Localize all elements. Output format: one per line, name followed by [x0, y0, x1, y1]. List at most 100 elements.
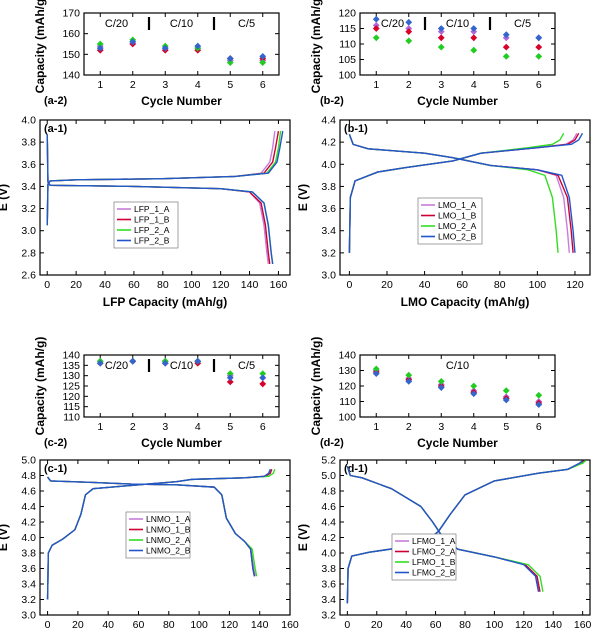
y-tick-label: 130 [62, 370, 80, 382]
panel-d2: 1 2 3 4 5 6 100 110 120 130 140 Cycle Number Capacit… [309, 337, 556, 450]
panel-tag: (d-2) [320, 437, 344, 449]
y-tick-label: 4.4 [321, 517, 336, 529]
marker-LFMO_2_B [405, 377, 413, 385]
x-tick-label: 120 [515, 619, 533, 631]
x-tick-label: 40 [400, 619, 412, 631]
y-tick-label: 3.4 [21, 181, 36, 193]
x-axis-label: Cycle Number [141, 94, 222, 108]
y-tick-label: 140 [62, 350, 80, 362]
legend-label: LFMO_2_B [412, 568, 456, 578]
y-tick-label: 120 [62, 391, 80, 403]
x-tick-label: 0 [44, 279, 50, 291]
y-tick-label: 3.6 [21, 563, 36, 575]
y-axis-label: E (V) [0, 524, 10, 551]
marker-LMO_2_A [502, 53, 510, 60]
plot-area [372, 365, 543, 408]
panel-b1: 0 20 40 60 80 100 120 3.0 3.2 3.4 3.6 3.8 4.0 4.2 4.4 L… [296, 115, 591, 309]
marker-LNMO_1_B [226, 378, 234, 386]
y-tick-label: 3.2 [21, 594, 36, 606]
x-tick-label: 80 [157, 279, 169, 291]
marker-LNMO_2_A [259, 370, 267, 377]
legend-label: LNMO_2_A [146, 535, 191, 545]
plot-area [372, 15, 543, 60]
plot-area [46, 130, 284, 265]
x-tick-label: 80 [163, 619, 175, 631]
y-tick-label: 115 [339, 23, 356, 35]
rate-label: C/20 [381, 18, 404, 30]
x-tick-label: 100 [529, 279, 547, 291]
plot-frame [339, 119, 591, 276]
y-tick-label: 3.0 [21, 610, 36, 622]
marker-LMO_2_B [470, 25, 478, 32]
x-tick-label: 120 [212, 279, 230, 291]
marker-LFMO_1_B [502, 387, 510, 395]
y-tick-label: 3.4 [321, 225, 336, 237]
x-tick-label: 160 [574, 619, 591, 631]
x-tick-label: 20 [381, 279, 393, 291]
plot-area [46, 469, 276, 600]
y-tick-label: 120 [338, 8, 356, 20]
x-tick-label: 100 [486, 619, 504, 631]
x-tick-label: 1 [97, 79, 103, 91]
y-tick-label: 3.8 [321, 563, 336, 575]
marker-LMO_1_B [372, 25, 380, 32]
marker-LMO_2_A [470, 46, 478, 54]
marker-LFMO_1_B [470, 382, 478, 390]
legend-label: LNMO_1_A [146, 514, 191, 524]
x-tick-label: 120 [566, 279, 584, 291]
legend-label: LFP_1_B [134, 215, 170, 225]
x-tick-label: 5 [227, 421, 233, 433]
y-tick-label: 2.8 [21, 247, 36, 259]
plot-area [348, 132, 584, 253]
marker-LFP_2_B [259, 53, 267, 60]
x-tick-label: 40 [419, 279, 431, 291]
y-axis-label: E (V) [0, 184, 10, 211]
curve-LNMO_2_B-charge [46, 469, 271, 600]
legend-label: LFP_2_B [134, 236, 170, 246]
marker-LMO_2_B [405, 18, 413, 26]
panel-tag: (c-1) [44, 463, 68, 475]
x-tick-label: 20 [72, 619, 84, 631]
legend-label: LMO_2_A [438, 221, 477, 231]
x-tick-label: 160 [281, 619, 299, 631]
x-tick-label: 6 [260, 421, 266, 433]
legend-label: LMO_1_A [438, 200, 477, 210]
panel-a1: 0 20 40 60 80 100 120 140 160 2.6 2.8 3.0 3.2 3.4 3.6 3… [0, 115, 291, 309]
marker-LFP_2_A [226, 59, 234, 66]
y-tick-label: 4.8 [21, 470, 36, 482]
marker-LMO_2_A [437, 43, 445, 51]
marker-LMO_2_A [535, 53, 543, 60]
legend-label: LFP_1_A [134, 204, 170, 214]
x-tick-label: 6 [536, 421, 542, 433]
x-tick-label: 1 [373, 79, 379, 91]
y-axis-label: E (V) [296, 524, 310, 551]
y-tick-label: 140 [338, 350, 356, 362]
x-tick-label: 3 [162, 79, 168, 91]
y-tick-label: 150 [62, 49, 80, 61]
y-tick-label: 4.0 [321, 159, 336, 171]
rate-label: C/5 [238, 18, 255, 30]
rate-label: C/20 [105, 360, 128, 372]
y-tick-label: 4.4 [21, 501, 36, 513]
marker-LNMO_2_B [96, 359, 104, 367]
panel-tag: (d-1) [344, 463, 368, 475]
x-tick-label: 6 [260, 79, 266, 91]
x-tick-label: 120 [221, 619, 239, 631]
marker-LFMO_1_B [372, 365, 380, 373]
marker-LFP_2_B [161, 44, 169, 52]
y-tick-label: 3.6 [321, 203, 336, 215]
panel-c1: 0 20 40 60 80 100 120 140 160 3.0 3.2 3.4 3.6 3.8 4.0 4… [0, 455, 299, 632]
y-tick-label: 120 [338, 381, 356, 393]
panel-tag: (b-1) [344, 123, 368, 135]
y-tick-label: 4.0 [21, 115, 36, 127]
x-tick-label: 0 [344, 619, 350, 631]
y-tick-label: 3.6 [321, 579, 336, 591]
y-tick-label: 3.4 [21, 579, 36, 591]
x-tick-label: 4 [195, 421, 201, 433]
y-axis-label: Capacity (mAh/g) [33, 0, 47, 93]
marker-LFP_2_B [226, 55, 234, 62]
marker-LFMO_2_B [535, 401, 543, 408]
curve-LFMO_1_A-charge [346, 460, 584, 604]
marker-LNMO_2_B [129, 357, 137, 365]
